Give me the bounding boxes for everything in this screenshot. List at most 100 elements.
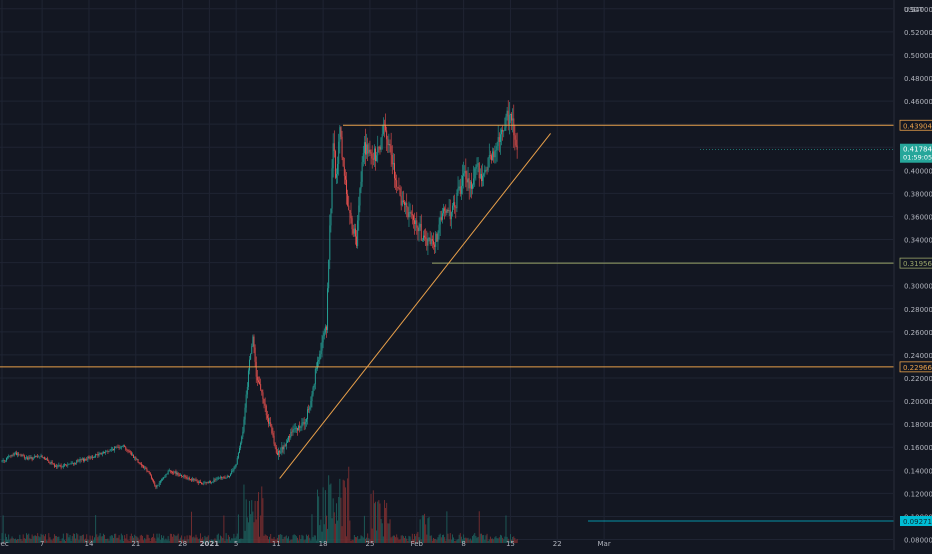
- volume-bar: [455, 540, 457, 543]
- candle-body: [362, 153, 364, 163]
- y-tick-label: 0.28000: [904, 306, 932, 314]
- volume-bar: [43, 536, 45, 543]
- volume-bar: [501, 535, 502, 543]
- candle-body: [394, 163, 395, 179]
- candle-body: [149, 473, 151, 476]
- candle-body: [427, 238, 429, 246]
- candle-body: [477, 163, 479, 165]
- volume-bar: [280, 534, 282, 543]
- candle-body: [463, 173, 465, 176]
- candle-body: [126, 449, 128, 451]
- volume-bar: [218, 540, 220, 543]
- candle-body: [398, 187, 400, 189]
- volume-bar: [194, 537, 196, 543]
- candle-body: [387, 139, 389, 146]
- volume-bar: [507, 538, 509, 543]
- candle-body: [80, 459, 82, 460]
- candle-body: [226, 475, 228, 478]
- candle-body: [355, 228, 356, 237]
- candle-body: [460, 185, 462, 194]
- volume-bar: [39, 537, 41, 543]
- candle-body: [200, 481, 201, 483]
- countdown-label: 01:59:05: [903, 154, 932, 162]
- candle-body: [297, 428, 298, 431]
- volume-bar: [143, 540, 145, 543]
- volume-bar: [27, 534, 29, 543]
- candle-body: [243, 419, 245, 432]
- volume-bar: [454, 540, 456, 543]
- x-tick-label: 2021: [200, 540, 220, 548]
- volume-bar: [260, 515, 262, 543]
- candle-body: [196, 480, 198, 482]
- volume-bar: [50, 539, 52, 543]
- candle-body: [169, 470, 171, 472]
- candle-body: [475, 166, 477, 169]
- candle-body: [273, 435, 275, 444]
- candle-body: [39, 456, 41, 458]
- volume-bar: [395, 537, 397, 543]
- volume-bar: [23, 538, 25, 543]
- candle-body: [191, 479, 192, 481]
- volume-bar: [508, 540, 510, 543]
- candle-body: [502, 129, 504, 132]
- volume-bar: [436, 540, 438, 543]
- volume-bar: [284, 536, 286, 543]
- candle-body: [450, 212, 452, 220]
- candle-body: [137, 459, 139, 463]
- candle-body: [440, 217, 442, 220]
- candle-body: [348, 205, 350, 211]
- candle-body: [224, 477, 226, 479]
- volume-bar: [270, 534, 272, 543]
- volume-bar: [326, 515, 327, 543]
- volume-bar: [111, 535, 113, 543]
- volume-bar: [495, 536, 497, 543]
- volume-bar: [89, 535, 91, 543]
- candle-body: [278, 450, 279, 455]
- x-tick-label: Feb: [411, 540, 424, 548]
- candle-body: [133, 454, 135, 458]
- candle-body: [491, 155, 492, 161]
- volume-bar: [439, 533, 441, 543]
- candle-body: [22, 454, 24, 456]
- volume-bar: [155, 540, 157, 543]
- volume-bar: [241, 538, 243, 543]
- candle-body: [119, 447, 121, 448]
- volume-bar: [387, 523, 389, 543]
- volume-bar: [124, 535, 126, 543]
- candle-body: [336, 173, 337, 178]
- volume-bar: [243, 484, 245, 543]
- candle-body: [182, 476, 184, 477]
- candle-body: [203, 482, 205, 485]
- candle-body: [157, 485, 159, 486]
- candle-body: [260, 384, 262, 390]
- volume-bar: [90, 539, 92, 543]
- volume-bar: [459, 533, 461, 543]
- candle-body: [269, 422, 271, 424]
- candle-body: [239, 448, 240, 453]
- candle-body: [439, 217, 441, 225]
- volume-bar: [6, 537, 7, 543]
- candle-body: [263, 399, 265, 404]
- volume-bar: [315, 540, 317, 543]
- volume-bar: [262, 498, 264, 543]
- candle-body: [38, 456, 40, 458]
- volume-bar: [57, 537, 59, 543]
- candle-body: [183, 475, 185, 477]
- volume-bar: [240, 538, 242, 543]
- volume-bar: [421, 515, 423, 543]
- candle-body: [360, 181, 362, 189]
- volume-bar: [56, 536, 58, 543]
- volume-bar: [484, 539, 486, 543]
- candle-body: [431, 239, 433, 241]
- volume-bar: [41, 534, 43, 543]
- candle-body: [240, 442, 242, 449]
- volume-bar: [472, 536, 473, 543]
- candle-body: [410, 211, 412, 214]
- volume-bar: [444, 537, 446, 543]
- volume-bar: [516, 538, 518, 543]
- volume-bar: [101, 536, 103, 543]
- candle-body: [153, 479, 155, 483]
- volume-bar: [106, 539, 108, 543]
